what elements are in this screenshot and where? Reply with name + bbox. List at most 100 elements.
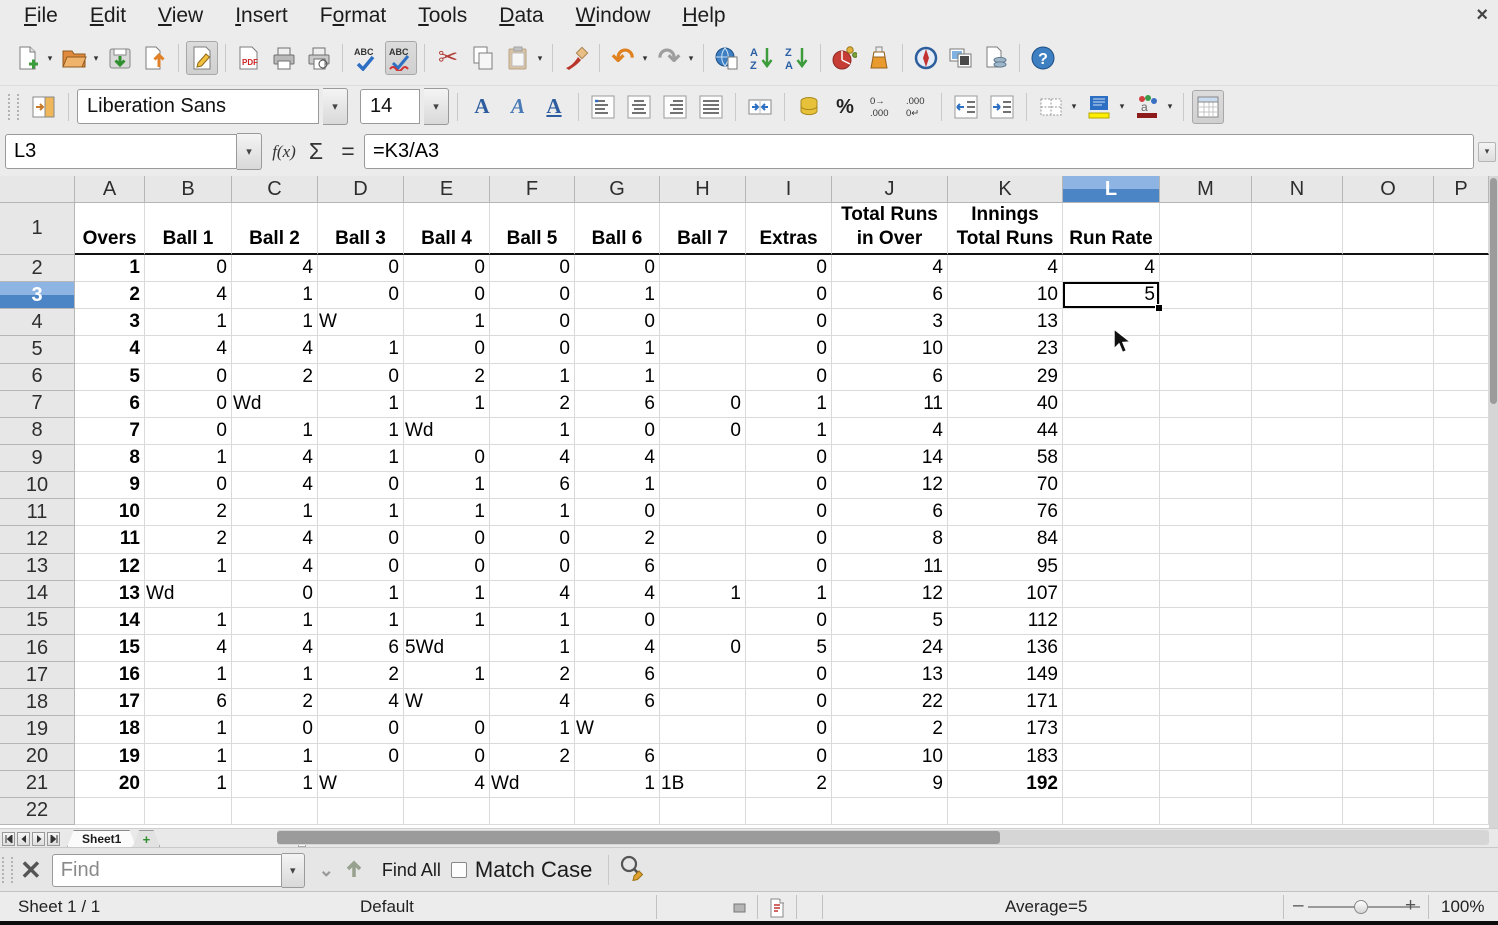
- vertical-scrollbar[interactable]: [1489, 176, 1498, 828]
- cell-F8[interactable]: 1: [490, 417, 575, 445]
- menu-tools[interactable]: Tools: [418, 3, 468, 27]
- cell-E22[interactable]: [404, 797, 490, 825]
- cell-I4[interactable]: 0: [746, 309, 832, 337]
- cell-N7[interactable]: [1252, 390, 1343, 418]
- cell-D6[interactable]: 0: [318, 363, 404, 391]
- grid-corner-select-all[interactable]: [0, 176, 75, 203]
- sidebar-icon[interactable]: [28, 90, 60, 124]
- cell-C5[interactable]: 4: [232, 336, 318, 364]
- cell-I13[interactable]: 0: [746, 553, 832, 581]
- cell-H2[interactable]: [660, 255, 746, 283]
- cell-H14[interactable]: 1: [660, 580, 746, 608]
- cell-M10[interactable]: [1160, 472, 1252, 500]
- row-header-4[interactable]: 4: [0, 309, 75, 337]
- cell-H12[interactable]: [660, 526, 746, 554]
- cell-A8[interactable]: 7: [75, 417, 145, 445]
- cell-L15[interactable]: [1063, 607, 1160, 635]
- cell-O19[interactable]: [1343, 716, 1434, 744]
- cell-P7[interactable]: [1434, 390, 1489, 418]
- cell-P20[interactable]: [1434, 743, 1489, 771]
- column-header-H[interactable]: H: [660, 176, 746, 203]
- cell-J1[interactable]: Total Runs in Over: [832, 203, 948, 255]
- cell-I19[interactable]: 0: [746, 716, 832, 744]
- cell-D7[interactable]: 1: [318, 390, 404, 418]
- row-header-17[interactable]: 17: [0, 662, 75, 690]
- cell-E19[interactable]: 0: [404, 716, 490, 744]
- cell-M19[interactable]: [1160, 716, 1252, 744]
- match-case-checkbox[interactable]: [450, 862, 467, 878]
- row-header-5[interactable]: 5: [0, 336, 75, 364]
- cell-G18[interactable]: 6: [575, 689, 660, 717]
- cell-C12[interactable]: 4: [232, 526, 318, 554]
- cell-D1[interactable]: Ball 3: [318, 203, 404, 255]
- row-header-3[interactable]: 3: [0, 282, 75, 310]
- new-document-dropdown-icon[interactable]: ▾: [47, 52, 53, 63]
- cell-M1[interactable]: [1160, 203, 1252, 255]
- zoom-slider-thumb[interactable]: [1354, 900, 1368, 914]
- zoom-in-icon[interactable]: +: [1405, 895, 1417, 916]
- cell-A4[interactable]: 3: [75, 309, 145, 337]
- cell-A22[interactable]: [75, 797, 145, 825]
- cell-D21[interactable]: W: [318, 770, 404, 798]
- cell-G11[interactable]: 0: [575, 499, 660, 527]
- cell-F9[interactable]: 4: [490, 444, 575, 473]
- find-history-dropdown-icon[interactable]: ▾: [281, 852, 305, 888]
- cell-L14[interactable]: [1063, 580, 1160, 608]
- row-header-19[interactable]: 19: [0, 716, 75, 744]
- name-box[interactable]: [5, 134, 237, 169]
- cell-L8[interactable]: [1063, 417, 1160, 445]
- cell-C16[interactable]: 4: [232, 634, 318, 663]
- cell-G21[interactable]: 1: [575, 770, 660, 798]
- cell-A3[interactable]: 2: [75, 282, 145, 310]
- cell-K3[interactable]: 10: [948, 282, 1063, 310]
- cell-E6[interactable]: 2: [404, 363, 490, 391]
- cell-N19[interactable]: [1252, 716, 1343, 744]
- currency-format-icon[interactable]: [793, 90, 825, 124]
- font-size-dropdown-icon[interactable]: ▾: [424, 88, 449, 125]
- cell-E11[interactable]: 1: [404, 499, 490, 527]
- find-all-button[interactable]: Find All: [381, 859, 441, 880]
- column-header-P[interactable]: P: [1434, 176, 1489, 203]
- cell-O3[interactable]: [1343, 282, 1434, 310]
- cell-O12[interactable]: [1343, 526, 1434, 554]
- cell-F16[interactable]: 1: [490, 634, 575, 663]
- cell-J16[interactable]: 24: [832, 634, 948, 663]
- horizontal-scrollbar[interactable]: [277, 830, 1489, 845]
- cell-E10[interactable]: 1: [404, 472, 490, 500]
- cut-icon[interactable]: ✂: [437, 44, 459, 71]
- font-name-dropdown-icon[interactable]: ▾: [323, 88, 348, 125]
- export-pdf-icon[interactable]: PDF: [233, 41, 265, 75]
- cell-F19[interactable]: 1: [490, 716, 575, 744]
- column-header-G[interactable]: G: [575, 176, 660, 203]
- cell-J5[interactable]: 10: [832, 336, 948, 364]
- cell-O8[interactable]: [1343, 417, 1434, 445]
- cell-M20[interactable]: [1160, 743, 1252, 771]
- row-header-11[interactable]: 11: [0, 499, 75, 527]
- function-wizard-icon[interactable]: f(x): [272, 141, 296, 161]
- name-box-dropdown-icon[interactable]: ▾: [237, 133, 262, 170]
- cell-B11[interactable]: 2: [145, 499, 232, 527]
- cell-P8[interactable]: [1434, 417, 1489, 445]
- row-header-16[interactable]: 16: [0, 634, 75, 663]
- cell-K9[interactable]: 58: [948, 444, 1063, 473]
- cell-P15[interactable]: [1434, 607, 1489, 635]
- cell-J8[interactable]: 4: [832, 417, 948, 445]
- cell-K16[interactable]: 136: [948, 634, 1063, 663]
- cell-A11[interactable]: 10: [75, 499, 145, 527]
- horizontal-scrollbar-thumb[interactable]: [277, 831, 1000, 844]
- cell-F18[interactable]: 4: [490, 689, 575, 717]
- cell-B18[interactable]: 6: [145, 689, 232, 717]
- cell-J19[interactable]: 2: [832, 716, 948, 744]
- cell-L21[interactable]: [1063, 770, 1160, 798]
- cell-L17[interactable]: [1063, 662, 1160, 690]
- cell-D16[interactable]: 6: [318, 634, 404, 663]
- first-sheet-icon[interactable]: [2, 831, 15, 846]
- cell-F15[interactable]: 1: [490, 607, 575, 635]
- find-and-replace-icon[interactable]: [619, 854, 647, 887]
- cell-H20[interactable]: [660, 743, 746, 771]
- column-header-D[interactable]: D: [318, 176, 404, 203]
- cell-I20[interactable]: 0: [746, 743, 832, 771]
- cell-B7[interactable]: 0: [145, 390, 232, 418]
- cell-I16[interactable]: 5: [746, 634, 832, 663]
